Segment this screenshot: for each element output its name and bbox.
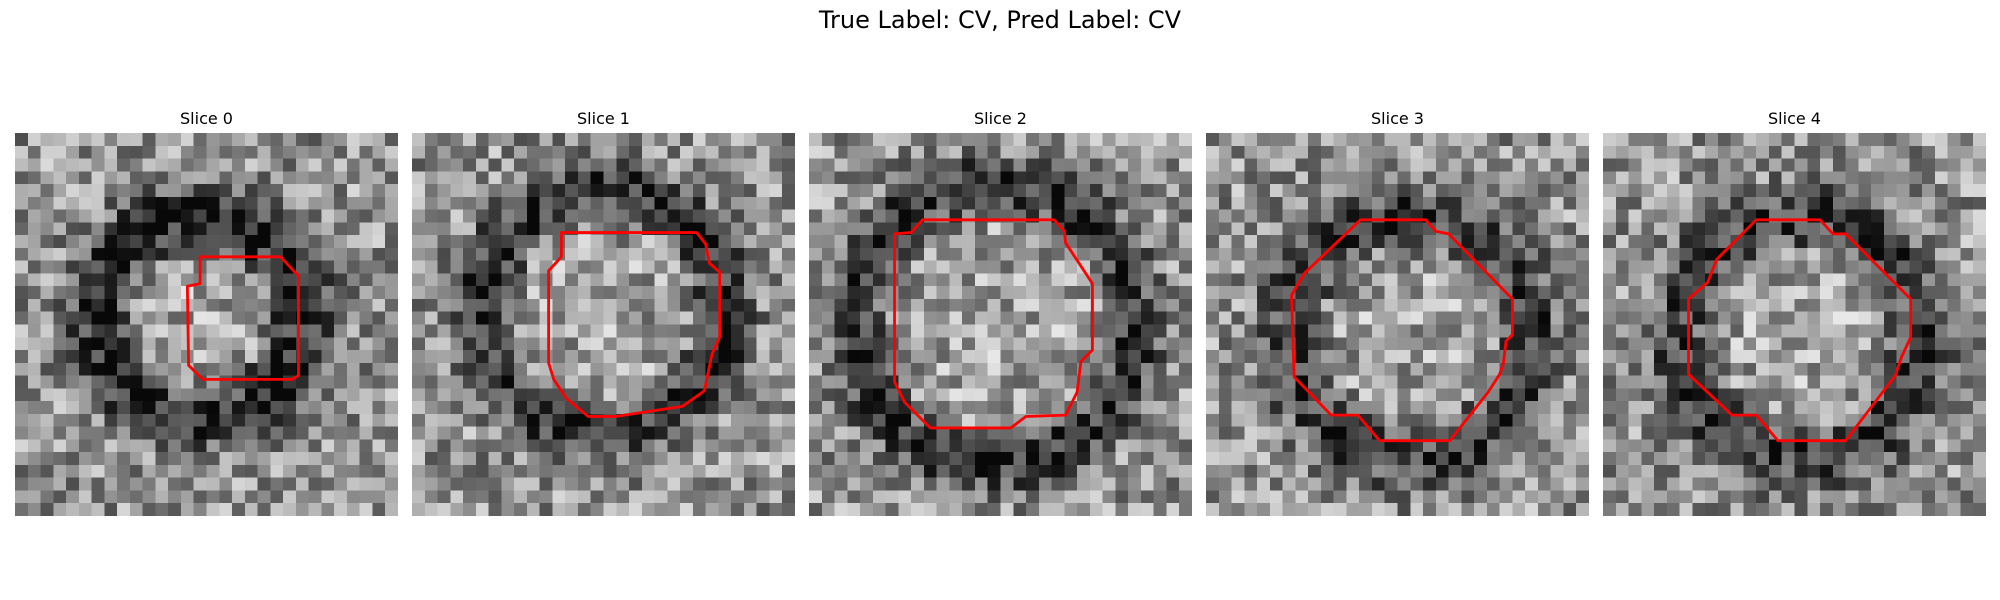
slice-title: Slice 2: [974, 109, 1027, 128]
slice-image: [412, 133, 795, 516]
pixel-grid: [412, 133, 795, 516]
contour-outline: [185, 255, 300, 381]
slice-panel-4: Slice 4: [1603, 108, 1986, 516]
slice-title: Slice 3: [1371, 109, 1424, 128]
pixel-grid: [1603, 133, 1986, 516]
contour-outline: [1687, 218, 1913, 443]
slice-panel-0: Slice 0: [15, 108, 398, 516]
slice-image: [15, 133, 398, 516]
slice-image: [809, 133, 1192, 516]
slice-title: Slice 0: [180, 109, 233, 128]
slice-image: [1603, 133, 1986, 516]
slice-title: Slice 4: [1768, 109, 1821, 128]
slice-panel-1: Slice 1: [412, 108, 795, 516]
figure-title: True Label: CV, Pred Label: CV: [818, 6, 1182, 34]
pixel-grid: [15, 133, 398, 516]
contour-outline: [893, 218, 1094, 430]
contour-outline: [1290, 218, 1514, 443]
contour-outline: [547, 231, 722, 418]
pixel-grid: [809, 133, 1192, 516]
pixel-grid: [1206, 133, 1589, 516]
slice-panel-3: Slice 3: [1206, 108, 1589, 516]
slice-title: Slice 1: [577, 109, 630, 128]
slice-panel-2: Slice 2: [809, 108, 1192, 516]
slice-image: [1206, 133, 1589, 516]
